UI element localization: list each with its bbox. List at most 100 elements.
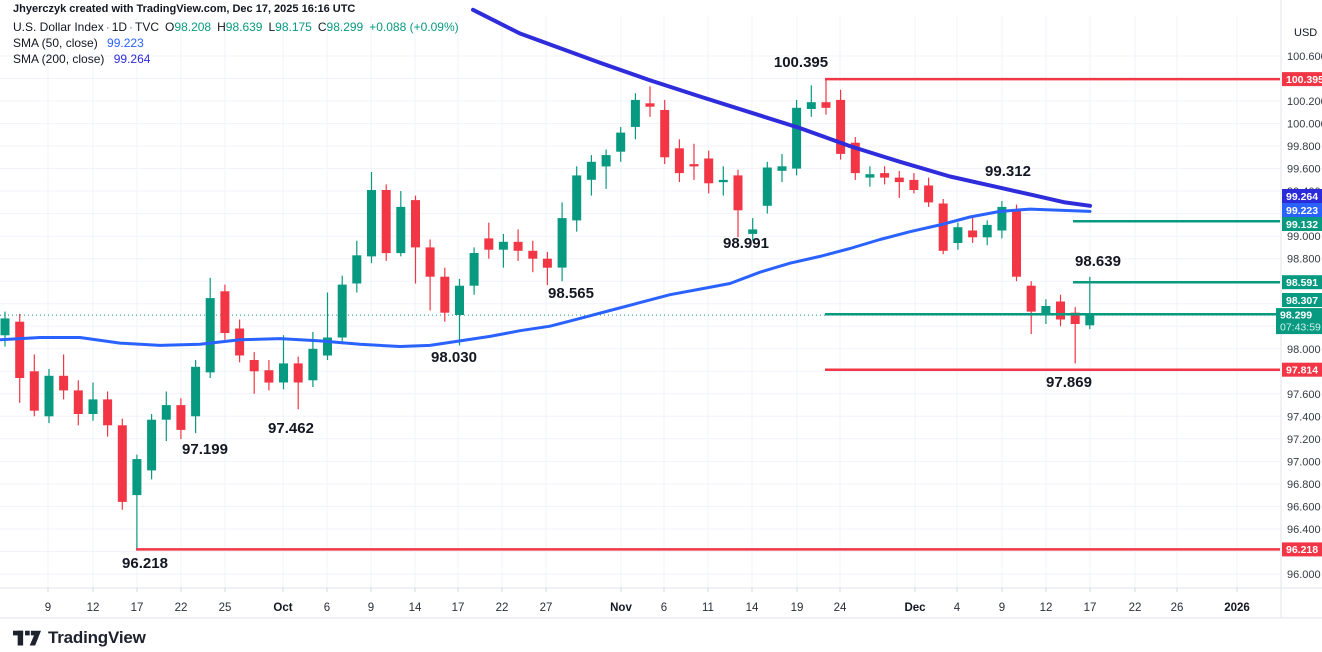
sma200-legend-row[interactable]: SMA (200, close) 99.264 (13, 52, 459, 67)
svg-text:97.000: 97.000 (1287, 456, 1321, 468)
ohlc-value: 98.208 (174, 20, 212, 34)
candle: Oct 28 O98.72 H99.3 L98.6 C99.16 (557, 218, 567, 268)
candle: Sep 26 O98.18 H98.26 L97.88 C97.94 (235, 328, 245, 356)
svg-text:6: 6 (661, 602, 667, 614)
candle: Sep 8 O97.8 H97.95 L97.4 C97.45 (29, 371, 39, 411)
level-lines[interactable] (136, 77, 1280, 551)
svg-text:98.299: 98.299 (1280, 310, 1312, 322)
tradingview-logo-text: TradingView (48, 628, 146, 647)
svg-text:98.030: 98.030 (431, 349, 477, 366)
sma-200-line[interactable] (471, 7, 1092, 208)
candle: Oct 15 O98.9 H98.97 L98.34 C98.64 (425, 247, 435, 277)
svg-text:9: 9 (368, 602, 374, 614)
candles-series[interactable]: Sep 4 O98.12 H98.33 L98.02 C98.27 Sep 5 O… (0, 79, 1095, 550)
tradingview-logo[interactable]: TradingView (13, 628, 146, 648)
candle: Sep 22 O97.5 H97.56 L97.199 C97.28 (176, 405, 186, 430)
svg-text:98.991: 98.991 (723, 235, 769, 252)
chart-pane[interactable]: Sep 4 O98.12 H98.33 L98.02 C98.27 Sep 5 O… (0, 0, 1322, 622)
legend-separator-1: · (105, 20, 110, 34)
candle: Sep 5 O98.24 H98.31 L97.52 C97.74 (15, 321, 25, 378)
candle: Oct 7 O98.1 H98.65 L98.04 C98.57 (337, 284, 347, 338)
candle: Nov 26 O99.52 H99.62 L99.44 C99.55 (865, 174, 875, 178)
svg-text:22: 22 (496, 602, 509, 614)
sma50-legend-row[interactable]: SMA (50, close) 99.223 (13, 36, 459, 51)
ohlc-key: H (217, 20, 226, 34)
ohlc-value: 98.639 (225, 20, 263, 34)
svg-text:100.200: 100.200 (1287, 96, 1322, 108)
candle: Sep 19 O97.37 H97.62 L97.18 C97.5 (161, 405, 171, 420)
candle: Nov 6 O100.12 H100.21 L99.64 C99.7 (660, 110, 670, 158)
time-axis[interactable]: 9 12 17 22 25 Oct 6 9 14 17 22 27 Nov 6 11 14 19 24 Dec 4 9 1… (45, 588, 1250, 614)
candle: Nov 3 O99.75 H99.97 L99.66 C99.92 (616, 132, 626, 152)
svg-text:19: 19 (791, 602, 804, 614)
sma-50-line[interactable] (0, 207, 1092, 348)
candle: Sep 9 O97.4 H97.82 L97.34 C97.76 (44, 375, 54, 417)
svg-text:96.600: 96.600 (1287, 501, 1321, 513)
svg-text:17: 17 (452, 602, 465, 614)
svg-text:99.000: 99.000 (1287, 231, 1321, 243)
candle: Dec 10 O99.23 H99.28 L98.6 C98.64 (1012, 210, 1021, 277)
svg-text:14: 14 (746, 602, 759, 614)
candle: Oct 16 O98.64 H98.72 L98.24 C98.32 (440, 276, 450, 313)
svg-text:11: 11 (702, 602, 714, 614)
svg-text:98.800: 98.800 (1287, 254, 1321, 266)
svg-text:07:43:59: 07:43:59 (1280, 322, 1321, 334)
candle: Nov 19 O99.6 H100.21 L99.54 C100.14 (792, 107, 802, 169)
candle: Dec 11 O98.56 H98.6 L98.13 C98.33 (1026, 285, 1036, 312)
candle: Oct 24 O98.87 H98.96 L98.68 C98.8 (528, 250, 538, 259)
candle: Oct 31 O99.62 H99.77 L99.42 C99.72 (601, 155, 611, 167)
svg-text:12: 12 (87, 602, 100, 614)
ohlc-key: C (317, 20, 327, 34)
candle: Oct 29 O99.14 H99.62 L99.04 C99.54 (572, 175, 582, 221)
candle: Sep 18 O96.92 H97.42 L96.84 C97.37 (147, 419, 157, 471)
svg-text:98.565: 98.565 (548, 285, 594, 302)
candle: Sep 10 O97.76 H97.95 L97.55 C97.63 (59, 375, 69, 391)
candle: Nov 5 O100.18 H100.33 L100.06 C100.15 (645, 103, 655, 107)
candle: Nov 7 O99.78 H99.86 L99.48 C99.56 (674, 148, 684, 174)
ohlc-value: 98.175 (275, 20, 312, 34)
price-annotations: 100.395 99.312 98.991 98.639 98.565 98.030 97.… (122, 54, 1121, 572)
candle: Sep 29 O97.9 H97.97 L97.6 C97.8 (249, 360, 259, 372)
candle: Dec 15 O98.42 H98.48 L98.2 C98.26 (1056, 301, 1065, 320)
candle: Oct 14 O99.32 H99.36 L98.58 C98.9 (411, 200, 420, 248)
candle: Oct 6 O97.94 H98.5 L97.9 C98.1 (323, 337, 332, 356)
candle: Oct 1 O97.7 H98.12 L97.64 C97.87 (279, 363, 288, 383)
ohlc-key: O (165, 20, 175, 34)
svg-text:98.639: 98.639 (1075, 253, 1121, 270)
svg-text:100.000: 100.000 (1287, 119, 1322, 131)
svg-text:99.312: 99.312 (985, 163, 1031, 180)
svg-text:26: 26 (1171, 602, 1184, 614)
svg-text:97.814: 97.814 (1286, 365, 1318, 377)
candle: Nov 4 O99.97 H100.27 L99.86 C100.21 (630, 99, 640, 127)
sma200-label: SMA (200, close) (13, 52, 105, 66)
price-scale-currency-label: USD (1288, 25, 1322, 41)
svg-text:4: 4 (954, 602, 961, 614)
candle: Sep 25 O98.51 H98.57 L98.08 C98.14 (220, 291, 230, 333)
symbol-interval[interactable]: 1D (111, 20, 128, 34)
candle: Sep 15 O97.55 H97.62 L97.22 C97.32 (103, 399, 113, 426)
svg-text:97.869: 97.869 (1046, 374, 1092, 391)
svg-text:100.395: 100.395 (1286, 74, 1322, 86)
candle: Nov 18 O99.58 H99.73 L99.48 C99.62 (777, 166, 787, 171)
svg-text:6: 6 (324, 602, 330, 614)
candle: Oct 2 O97.87 H97.93 L97.462 C97.7 (293, 363, 303, 383)
svg-text:97.200: 97.200 (1287, 434, 1321, 446)
svg-text:99.132: 99.132 (1286, 219, 1318, 231)
svg-text:97.600: 97.600 (1287, 389, 1321, 401)
sma50-label: SMA (50, close) (13, 36, 98, 50)
svg-text:24: 24 (834, 602, 847, 614)
symbol-exchange[interactable]: TVC (135, 20, 160, 34)
candle: Nov 24 O100.21 H100.3 L99.68 C99.73 (836, 99, 846, 154)
candle: Oct 20 O98.56 H98.9 L98.48 C98.85 (469, 253, 479, 286)
svg-text:100.600: 100.600 (1287, 51, 1322, 63)
candle: Dec 4 O98.94 H99.12 L98.88 C99.08 (953, 227, 963, 243)
candle: Dec 17 O98.208 H98.639 L98.175 C98.299 (1085, 315, 1095, 326)
svg-text:9: 9 (45, 602, 51, 614)
symbol-legend-row[interactable]: U.S. Dollar Index · 1D · TVC O98.208 H98.639 L9… (13, 20, 459, 35)
candle: Oct 17 O98.3 H98.62 L98.03 C98.56 (455, 285, 464, 315)
sma200-value: 99.264 (113, 52, 151, 66)
svg-text:96.000: 96.000 (1287, 569, 1321, 581)
ohlc-key: L (268, 20, 276, 34)
symbol-name[interactable]: U.S. Dollar Index (13, 20, 104, 34)
svg-text:99.600: 99.600 (1287, 164, 1321, 176)
